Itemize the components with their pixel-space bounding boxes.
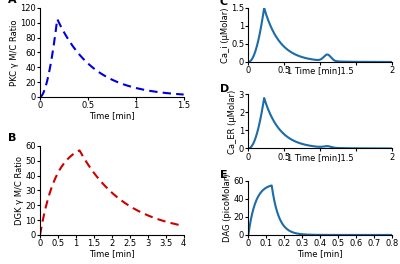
Text: E: E: [220, 170, 227, 180]
Text: B: B: [8, 134, 17, 143]
Text: D: D: [220, 84, 229, 94]
X-axis label: Time [min]: Time [min]: [89, 111, 135, 120]
Y-axis label: Ca_ER (μMolar): Ca_ER (μMolar): [228, 89, 237, 154]
Y-axis label: DGK γ M/C Ratio: DGK γ M/C Ratio: [15, 156, 24, 225]
Y-axis label: PKC γ M/C Ratio: PKC γ M/C Ratio: [10, 19, 19, 86]
Text: C: C: [220, 0, 228, 7]
Text: A: A: [8, 0, 17, 6]
Y-axis label: Ca_i (μMolar): Ca_i (μMolar): [221, 7, 230, 63]
X-axis label: Time [min]: Time [min]: [89, 249, 135, 258]
X-axis label: Time [min]: Time [min]: [297, 249, 343, 258]
Y-axis label: DAG (picoMolar): DAG (picoMolar): [223, 174, 232, 242]
